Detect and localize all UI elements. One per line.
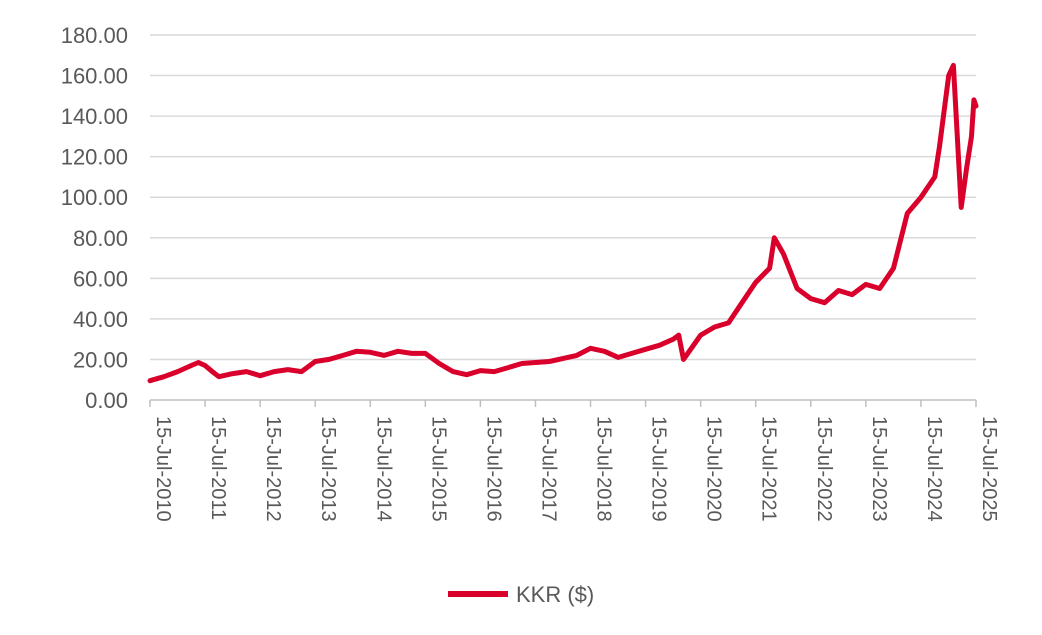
y-tick-label: 100.00 (61, 185, 128, 210)
gridlines (150, 34, 976, 361)
y-axis-ticks: 0.00 20.00 40.00 60.00 80.00 100.00 120.00 140.… (61, 23, 128, 413)
y-tick-label: 60.00 (73, 266, 128, 291)
y-tick-label: 120.00 (61, 145, 128, 170)
legend-label-kkr: KKR ($) (516, 582, 594, 607)
x-tick-label: 15-Jul-2017 (537, 416, 559, 522)
x-tick-label: 15-Jul-2012 (262, 416, 284, 522)
x-tick-label: 15-Jul-2022 (813, 416, 835, 522)
x-tick-label: 15-Jul-2024 (923, 416, 945, 522)
series-line-kkr (147, 62, 979, 384)
x-tick-label: 15-Jul-2018 (593, 416, 615, 522)
y-tick-label: 180.00 (61, 23, 128, 48)
y-tick-label: 140.00 (61, 104, 128, 129)
x-tick-label: 15-Jul-2020 (703, 416, 725, 522)
x-tick-label: 15-Jul-2021 (758, 416, 780, 522)
y-tick-label: 40.00 (73, 307, 128, 332)
x-tick-label: 15-Jul-2023 (868, 416, 890, 522)
x-tick-label: 15-Jul-2025 (978, 416, 1000, 522)
x-tick-label: 15-Jul-2015 (427, 416, 449, 522)
x-tick-label: 15-Jul-2016 (482, 416, 504, 522)
x-tick-label: 15-Jul-2011 (207, 416, 229, 520)
x-tick-label: 15-Jul-2014 (372, 416, 394, 522)
y-tick-label: 80.00 (73, 226, 128, 251)
x-tick-label: 15-Jul-2019 (648, 416, 670, 522)
y-tick-label: 160.00 (61, 64, 128, 89)
y-tick-label: 0.00 (85, 388, 128, 413)
legend: KKR ($) (448, 582, 594, 607)
x-axis-ticks: 15-Jul-2010 15-Jul-2011 15-Jul-2012 15-Jul-… (149, 400, 1000, 522)
x-tick-label: 15-Jul-2013 (317, 416, 339, 522)
y-tick-label: 20.00 (73, 347, 128, 372)
x-tick-label: 15-Jul-2010 (152, 416, 174, 522)
series-group (147, 62, 979, 384)
